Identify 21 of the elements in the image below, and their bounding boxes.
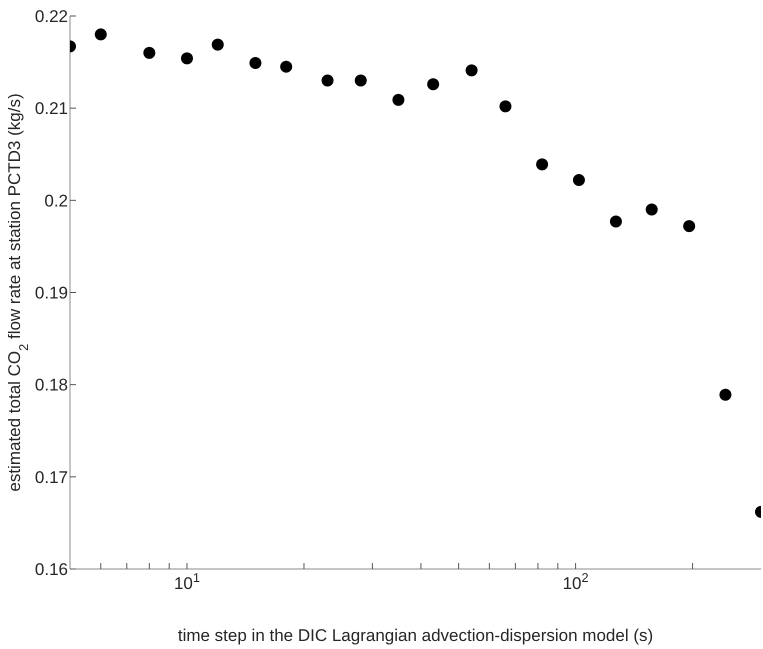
point — [212, 38, 224, 51]
y-tick-label: 0.2 — [44, 191, 68, 210]
y-tick-label: 0.21 — [34, 99, 68, 118]
point — [536, 158, 548, 170]
point — [249, 57, 262, 70]
x-tick-label: 10$^{2}$ — [562, 570, 589, 593]
x-axis-title: time step in the DIC Lagrangian advection-dispersion model (s) — [178, 626, 654, 645]
point — [322, 74, 334, 87]
x-tick-label: 10$^{1}$ — [174, 570, 200, 593]
point — [646, 204, 658, 216]
point — [572, 174, 585, 186]
y-tick-label: 0.22 — [34, 7, 68, 26]
y-tick-label: 0.18 — [34, 376, 68, 395]
point — [719, 388, 732, 401]
y-tick-label: 0.19 — [34, 284, 68, 303]
point — [610, 216, 622, 228]
point — [392, 94, 404, 106]
point — [466, 64, 478, 76]
y-tick-label: 0.17 — [34, 468, 68, 487]
point — [683, 220, 696, 232]
y-tick-label: 0.16 — [34, 560, 68, 580]
